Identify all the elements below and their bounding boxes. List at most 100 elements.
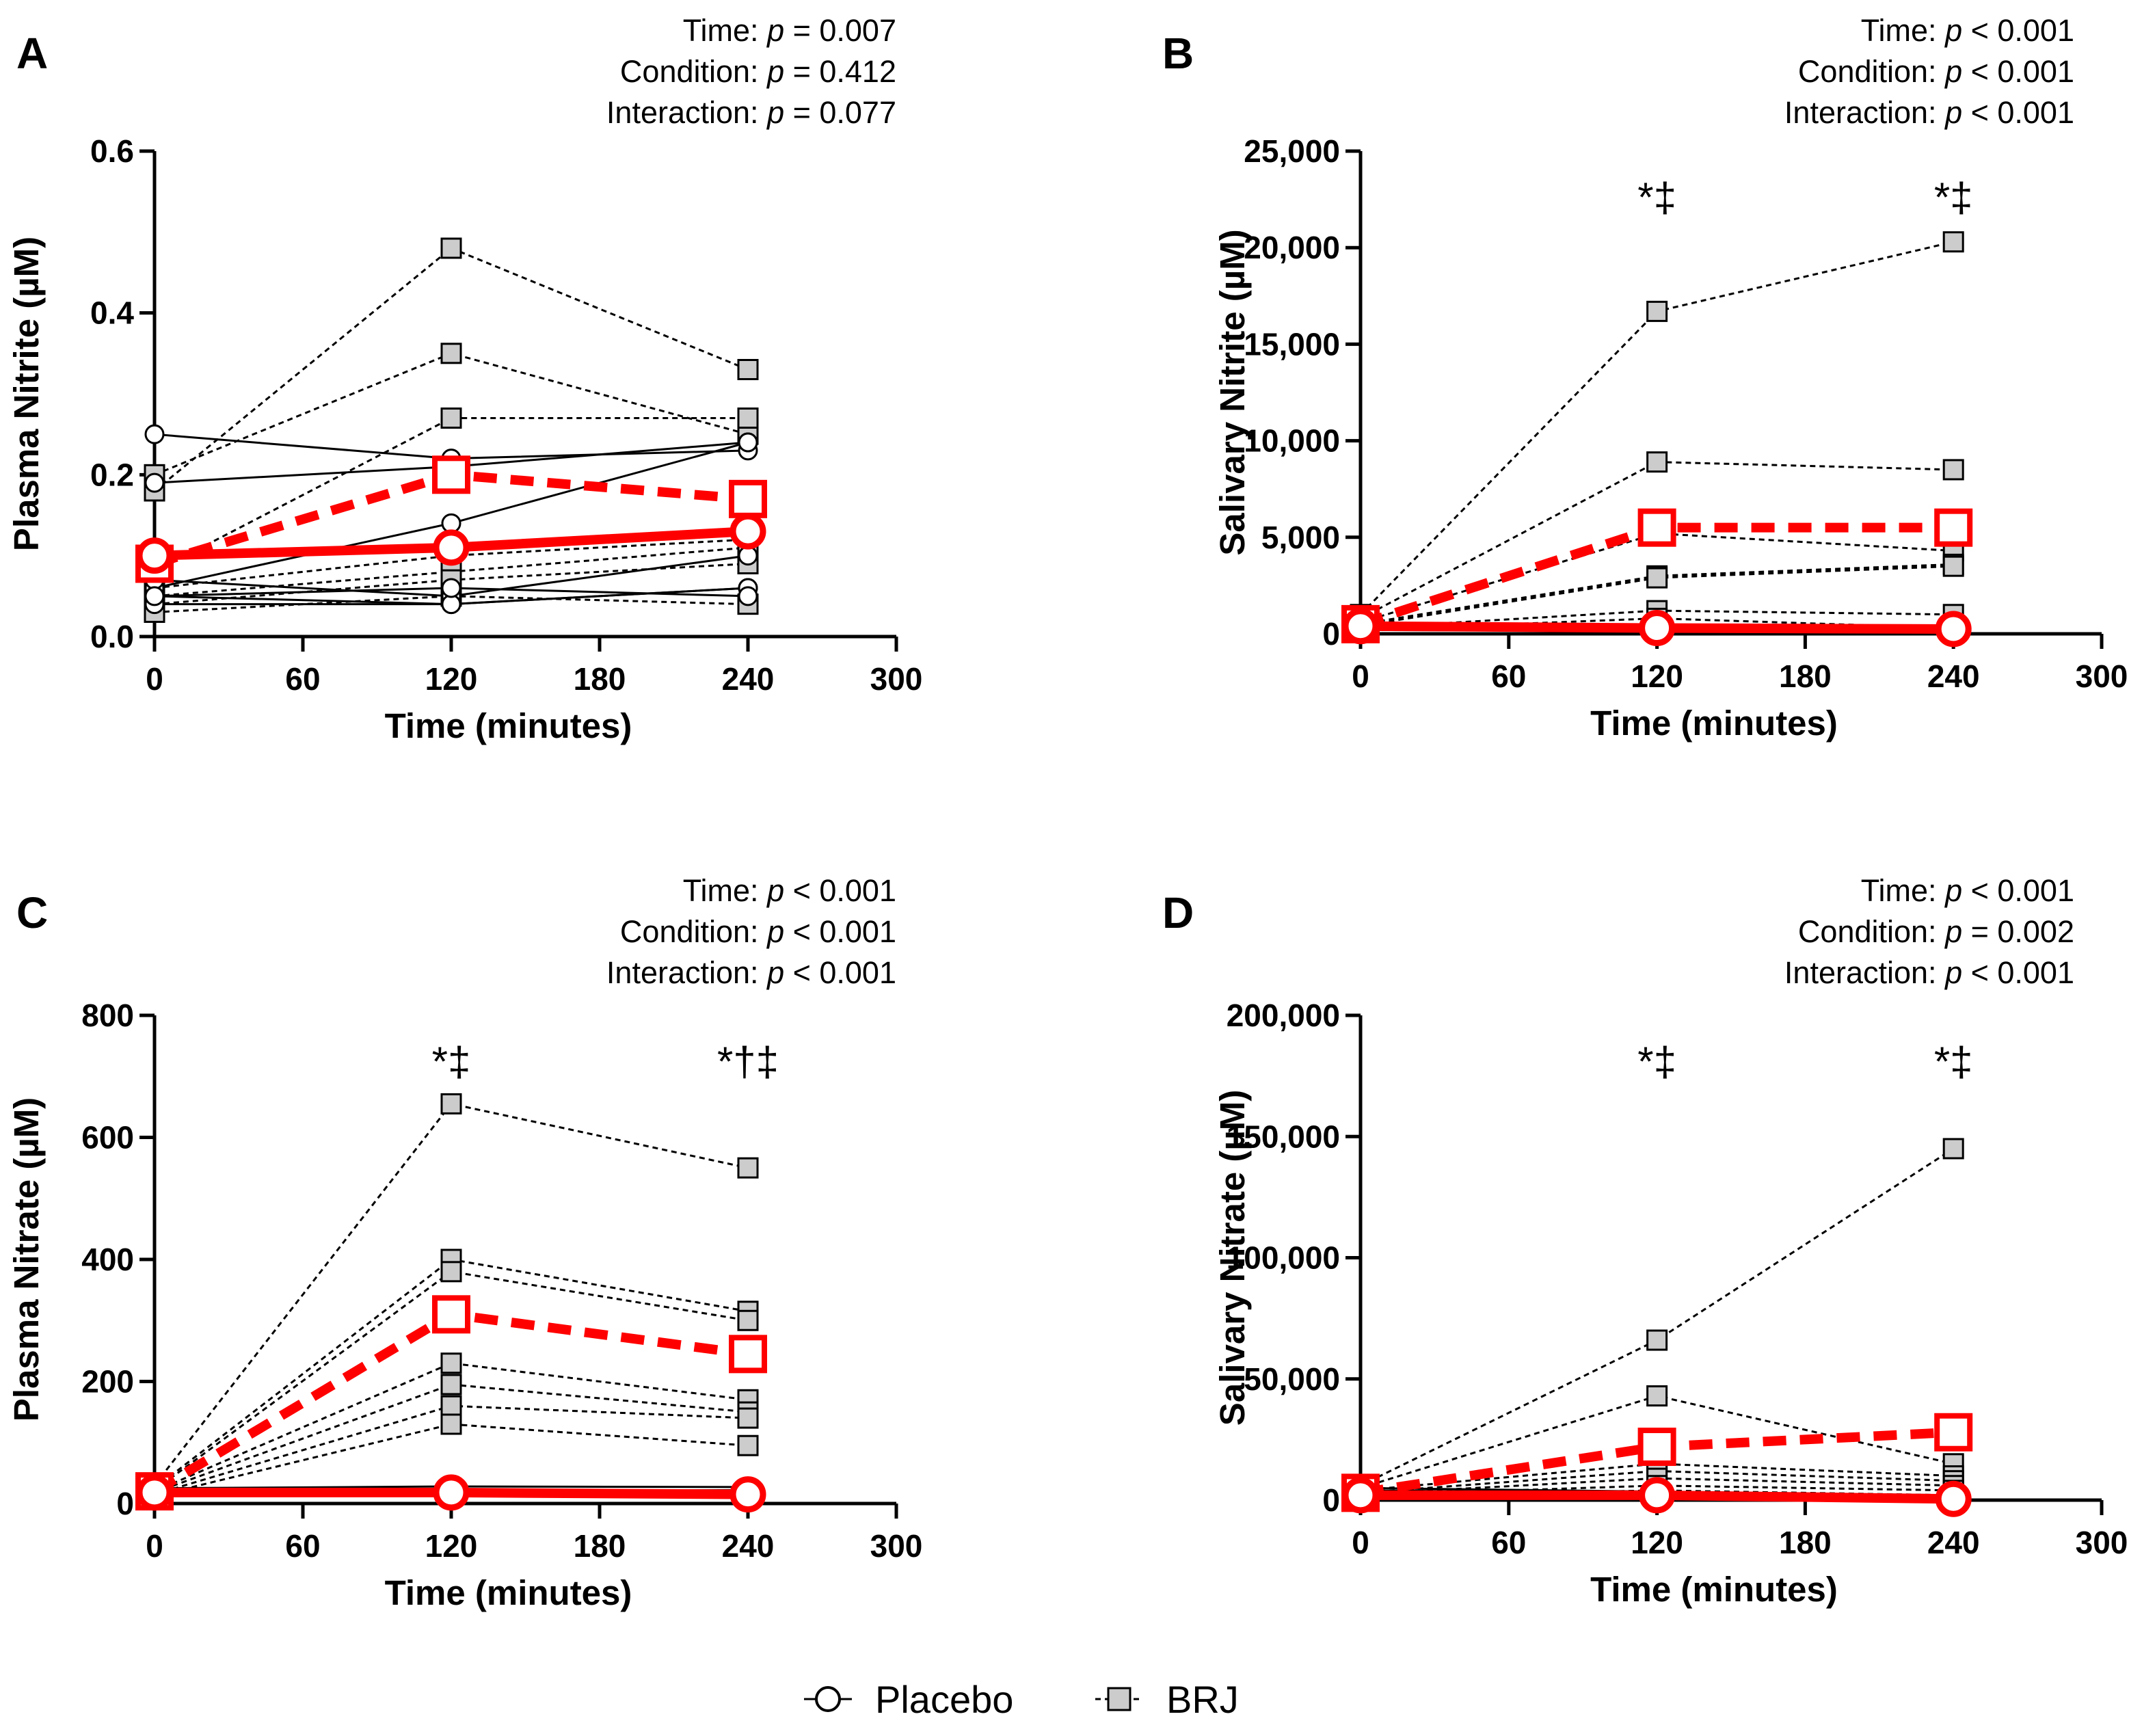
panel-c-ytick-label-1: 200 — [81, 1364, 134, 1400]
panel-a-placebo-point-0-0 — [144, 424, 165, 444]
panel-a-ytick-label-1: 0.2 — [90, 457, 134, 492]
panel-d-sig-1: *‡ — [1934, 1039, 1973, 1084]
panel-c-stat-1: Condition: p < 0.001 — [620, 914, 896, 949]
panel-b-brj-mean-point-1 — [1637, 508, 1676, 547]
panel-d-placebo-mean-point-1 — [1639, 1477, 1676, 1514]
panel-a-brj-point-1-1 — [440, 343, 462, 364]
panel-a-ytick-label-2: 0.4 — [90, 295, 134, 331]
panel-c-xtick-label-0: 0 — [146, 1528, 163, 1564]
panel-b-ytick-label-5: 25,000 — [1244, 133, 1340, 169]
panel-c-brj-point-6-2 — [737, 1434, 759, 1456]
panel-b-brj-mean-point-2 — [1934, 508, 1973, 547]
panel-a-xlabel: Time (minutes) — [385, 706, 632, 745]
panel-c-sig-0: *‡ — [432, 1039, 471, 1084]
panel-c-xtick-label-4: 240 — [722, 1528, 775, 1564]
panel-d: D Time: p < 0.001 Condition: p = 0.002 Inte… — [1162, 873, 2128, 1609]
panel-b-ytick-label-4: 20,000 — [1244, 230, 1340, 265]
panel-a-placebo-point-6-0 — [144, 586, 165, 606]
panel-d-brj-mean-point-1 — [1637, 1428, 1676, 1467]
panel-a: A Time: p = 0.007 Condition: p = 0.412 Inte… — [7, 13, 922, 745]
panel-c-sig-1: *†‡ — [717, 1039, 779, 1084]
panel-b-brj-point-4-2 — [1942, 555, 1964, 577]
panel-b-xtick-label-2: 120 — [1631, 658, 1683, 694]
panel-a-placebo-mean-point-0 — [136, 537, 173, 574]
panel-d-ylabel: Salivary Nitrate (µM) — [1213, 1090, 1252, 1426]
panel-d-xtick-label-1: 60 — [1491, 1525, 1526, 1560]
panel-d-brj-point-0-2 — [1942, 1138, 1964, 1160]
panel-a-brj-point-2-1 — [440, 408, 462, 429]
legend-placebo-marker — [815, 1686, 841, 1712]
panel-d-stat-2: Interaction: p < 0.001 — [1784, 955, 2074, 990]
panel-b-placebo-mean-point-1 — [1639, 610, 1676, 647]
legend-brj-label: BRJ — [1166, 1678, 1239, 1721]
panel-d-brj-point-1-1 — [1646, 1385, 1668, 1407]
panel-c-brj-point-0-1 — [440, 1093, 462, 1114]
panel-d-brj-point-0-1 — [1646, 1329, 1668, 1351]
panel-d-placebo-mean-point-2 — [1935, 1480, 1972, 1517]
panel-b-brj-point-0-1 — [1646, 300, 1668, 322]
panel-b-ytick-label-0: 0 — [1322, 616, 1340, 652]
panels: A Time: p = 0.007 Condition: p = 0.412 Inte… — [7, 13, 2128, 1612]
panel-b-xlabel: Time (minutes) — [1590, 704, 1838, 743]
panel-c-brj-point-6-1 — [440, 1413, 462, 1435]
panel-c-xlabel: Time (minutes) — [385, 1573, 632, 1612]
panel-a-ytick-label-3: 0.6 — [90, 133, 134, 169]
panel-a-ylabel: Plasma Nitrite (µM) — [7, 237, 46, 551]
panel-a-xtick-label-0: 0 — [146, 661, 163, 697]
panel-a-xtick-label-5: 300 — [870, 661, 923, 697]
panel-a-placebo-point-6-1 — [441, 578, 461, 598]
panel-b-sig-0: *‡ — [1637, 174, 1676, 220]
panel-b: B Time: p < 0.001 Condition: p < 0.001 Inte… — [1162, 13, 2128, 743]
panel-a-letter: A — [16, 29, 48, 78]
panel-b-xtick-label-4: 240 — [1927, 658, 1980, 694]
panel-a-placebo-point-1-0 — [144, 472, 165, 493]
panel-a-placebo-mean-point-2 — [729, 513, 766, 550]
legend-brj-marker — [1107, 1687, 1132, 1711]
panel-c-brj-point-3-1 — [440, 1352, 462, 1374]
panel-d-ytick-label-4: 200,000 — [1227, 998, 1340, 1033]
panel-c-ytick-label-4: 800 — [81, 998, 134, 1033]
panel-c-stat-0: Time: p < 0.001 — [683, 873, 896, 908]
panel-c-brj-line-3 — [154, 1362, 749, 1493]
panel-d-xlabel: Time (minutes) — [1590, 1570, 1838, 1609]
panel-c-ytick-label-2: 400 — [81, 1242, 134, 1277]
panel-a-xtick-label-3: 180 — [574, 661, 626, 697]
panel-d-xtick-label-4: 240 — [1927, 1525, 1980, 1560]
panel-b-ylabel: Salivary Nitrite (µM) — [1213, 229, 1252, 555]
panel-b-ytick-label-3: 15,000 — [1244, 326, 1340, 362]
panel-d-ytick-label-0: 0 — [1322, 1482, 1340, 1518]
panel-c-placebo-mean-point-2 — [729, 1476, 766, 1513]
panel-d-xtick-label-3: 180 — [1779, 1525, 1832, 1560]
panel-c-letter: C — [16, 888, 48, 937]
panel-a-stat-2: Interaction: p = 0.077 — [606, 95, 896, 130]
panel-a-placebo-point-6-2 — [738, 586, 758, 606]
panel-b-xtick-label-5: 300 — [2076, 658, 2128, 694]
panel-d-ytick-label-3: 150,000 — [1227, 1119, 1340, 1154]
panel-b-brj-point-1-2 — [1942, 459, 1964, 481]
panel-d-stat-0: Time: p < 0.001 — [1861, 873, 2074, 908]
panel-a-brj-mean-point-2 — [729, 479, 767, 518]
panel-b-placebo-mean-point-0 — [1342, 608, 1379, 645]
panel-b-letter: B — [1162, 29, 1194, 78]
panel-c-brj-point-0-2 — [737, 1157, 759, 1179]
panel-c-brj-mean-point-2 — [729, 1335, 767, 1374]
panel-d-placebo-mean-point-0 — [1342, 1477, 1379, 1514]
panel-d-ytick-label-2: 100,000 — [1227, 1240, 1340, 1276]
panel-a-brj-point-0-1 — [440, 237, 462, 259]
panel-b-xtick-label-3: 180 — [1779, 658, 1832, 694]
panel-b-xtick-label-0: 0 — [1352, 658, 1369, 694]
panel-c-xtick-label-1: 60 — [285, 1528, 320, 1564]
panel-a-stat-1: Condition: p = 0.412 — [620, 54, 896, 89]
panel-c-brj-point-5-1 — [440, 1395, 462, 1417]
panel-a-xtick-label-1: 60 — [285, 661, 320, 697]
panel-b-brj-point-0-2 — [1942, 231, 1964, 253]
panel-c-brj-point-4-1 — [440, 1374, 462, 1396]
panel-a-brj-point-2-2 — [737, 408, 759, 429]
panel-a-placebo-mean-point-1 — [433, 529, 470, 566]
legend: Placebo BRJ — [804, 1678, 1239, 1721]
panel-c-brj-mean-point-1 — [432, 1295, 470, 1334]
panel-b-placebo-mean-point-2 — [1935, 611, 1972, 647]
panel-b-brj-point-1-1 — [1646, 451, 1668, 473]
panel-a-brj-point-0-2 — [737, 359, 759, 380]
